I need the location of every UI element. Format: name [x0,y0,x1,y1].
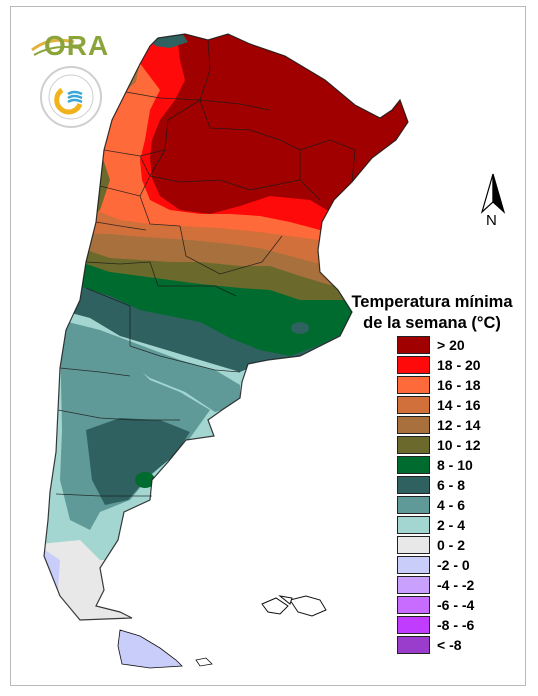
legend-title-line1: Temperatura mínima [351,293,513,311]
province-borders [43,33,409,621]
legend-item: 0 - 2 [397,536,537,556]
legend-item: 2 - 4 [397,516,537,536]
legend-label: 14 - 16 [437,397,481,413]
smn-seal-logo [40,66,102,128]
legend-swatch [397,536,430,554]
legend-item: > 20 [397,336,537,356]
legend-label: 16 - 18 [437,377,481,393]
legend-swatch [397,376,430,394]
legend-swatch [397,336,430,354]
legend-title: Temperatura mínima de la semana (°C) [340,292,524,334]
north-arrow: N [478,172,508,232]
legend-label: < -8 [437,637,462,653]
legend-swatch [397,436,430,454]
legend-item: 4 - 6 [397,496,537,516]
ora-logo-text: ORA [44,30,110,61]
legend-item: 10 - 12 [397,436,537,456]
legend-label: 0 - 2 [437,537,466,553]
legend-swatch [397,456,430,474]
legend-label: 2 - 4 [437,517,466,533]
legend-item: 8 - 10 [397,456,537,476]
legend-swatch [397,396,430,414]
legend-swatch [397,576,430,594]
legend-label: -8 - -6 [437,617,475,633]
legend-label: -2 - 0 [437,557,470,573]
south-atlantic-islands [261,595,327,617]
legend-label: 8 - 10 [437,457,473,473]
legend-label: -4 - -2 [437,577,475,593]
legend-item: -8 - -6 [397,616,537,636]
legend-label: 12 - 14 [437,417,481,433]
legend-item: 6 - 8 [397,476,537,496]
legend-title-line2: de la semana (°C) [363,314,501,332]
legend-label: -6 - -4 [437,597,475,613]
legend-label: 18 - 20 [437,357,481,373]
north-label: N [486,212,497,229]
ora-logo: ORA [30,28,110,64]
legend-item: 12 - 14 [397,416,537,436]
legend-swatch [397,596,430,614]
legend-label: > 20 [437,337,465,353]
legend-item: -2 - 0 [397,556,537,576]
legend-item: -4 - -2 [397,576,537,596]
tierra-del-fuego [117,629,213,669]
legend-item: -6 - -4 [397,596,537,616]
legend-label: 6 - 8 [437,477,466,493]
legend-item: 18 - 20 [397,356,537,376]
legend-swatch [397,476,430,494]
legend-label: 4 - 6 [437,497,466,513]
legend-swatch [397,356,430,374]
legend-item: 14 - 16 [397,396,537,416]
legend-item: 16 - 18 [397,376,537,396]
legend-swatch [397,516,430,534]
legend-swatch [397,496,430,514]
legend-swatch [397,416,430,434]
legend-swatch [397,616,430,634]
legend-item: < -8 [397,636,537,656]
legend-swatch [397,636,430,654]
legend-swatch [397,556,430,574]
legend-label: 10 - 12 [437,437,481,453]
north-arrow-icon [480,173,506,214]
